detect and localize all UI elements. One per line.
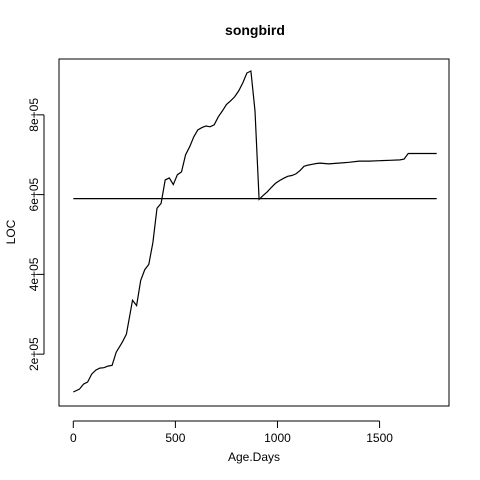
y-tick-label: 8e+05 <box>27 98 41 132</box>
y-axis-label: LOC <box>4 219 18 244</box>
y-tick-label: 2e+05 <box>27 337 41 371</box>
loc-series-line <box>73 70 437 393</box>
x-tick-label: 500 <box>165 431 185 445</box>
chart-title: songbird <box>225 22 285 38</box>
y-tick-label: 4e+05 <box>27 257 41 291</box>
x-axis: 0 500 1000 1500 <box>70 420 393 445</box>
x-axis-label: Age.Days <box>228 450 280 464</box>
x-tick-label: 0 <box>70 431 77 445</box>
x-tick-label: 1000 <box>264 431 291 445</box>
plot-frame <box>58 58 450 407</box>
series-layer <box>73 70 437 393</box>
x-tick-label: 1500 <box>366 431 393 445</box>
y-tick-label: 6e+05 <box>27 177 41 211</box>
y-axis: 2e+05 4e+05 6e+05 8e+05 <box>27 98 45 371</box>
